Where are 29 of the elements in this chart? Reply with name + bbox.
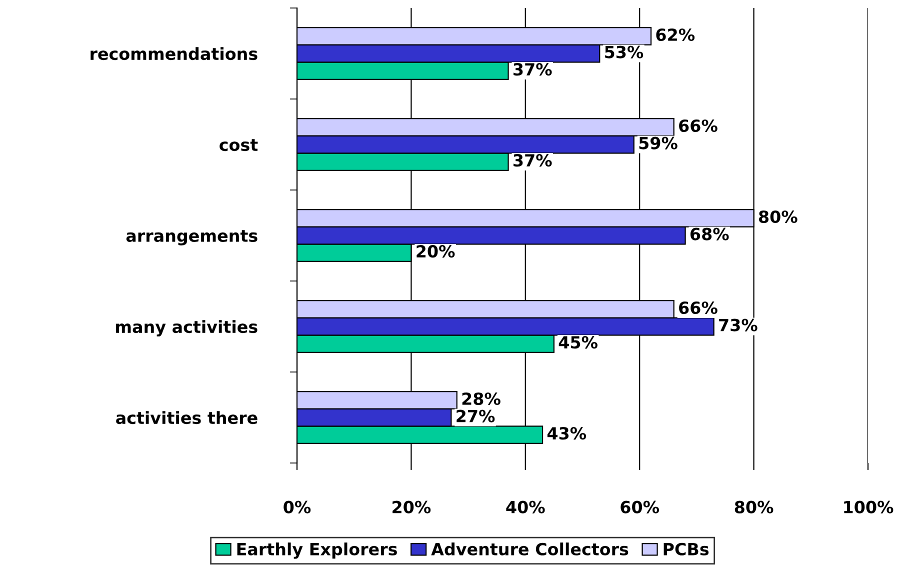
x-tick-label: 20% <box>392 500 431 514</box>
x-tick-label: 100% <box>844 500 894 514</box>
data-label: 68% <box>690 228 729 240</box>
y-tick-label: recommendations <box>90 47 258 60</box>
data-label: 43% <box>547 427 586 440</box>
legend-label: Adventure Collectors <box>431 542 628 556</box>
data-label: 66% <box>679 119 718 132</box>
x-tick-label: 80% <box>734 500 774 514</box>
x-tick-label: 60% <box>620 500 660 514</box>
data-label: 73% <box>719 318 758 332</box>
data-label: 28% <box>462 392 500 406</box>
data-label: 37% <box>514 63 552 76</box>
y-tick-label: many activities <box>116 320 258 336</box>
x-tick-label: 0% <box>284 500 311 514</box>
data-label: 45% <box>558 336 598 349</box>
data-label: 27% <box>456 410 495 422</box>
y-tick-label: cost <box>220 139 258 152</box>
y-tick-label: activities there <box>116 411 258 424</box>
legend-label: PCBs <box>664 542 709 556</box>
y-tick-label: arrangements <box>126 230 258 246</box>
data-label: 37% <box>514 154 552 167</box>
data-label: 80% <box>758 210 798 224</box>
data-label: 66% <box>679 301 718 314</box>
data-label: 53% <box>605 46 644 58</box>
x-tick-label: 40% <box>506 500 545 514</box>
data-label: 20% <box>416 245 455 258</box>
data-label: 59% <box>639 136 678 150</box>
data-label: 62% <box>656 28 695 42</box>
legend-label: Earthly Explorers <box>237 542 397 559</box>
